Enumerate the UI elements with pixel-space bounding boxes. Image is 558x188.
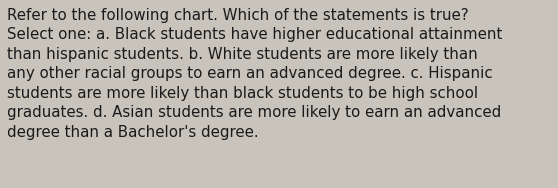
- Text: Refer to the following chart. Which of the statements is true?
Select one: a. Bl: Refer to the following chart. Which of t…: [7, 8, 502, 140]
